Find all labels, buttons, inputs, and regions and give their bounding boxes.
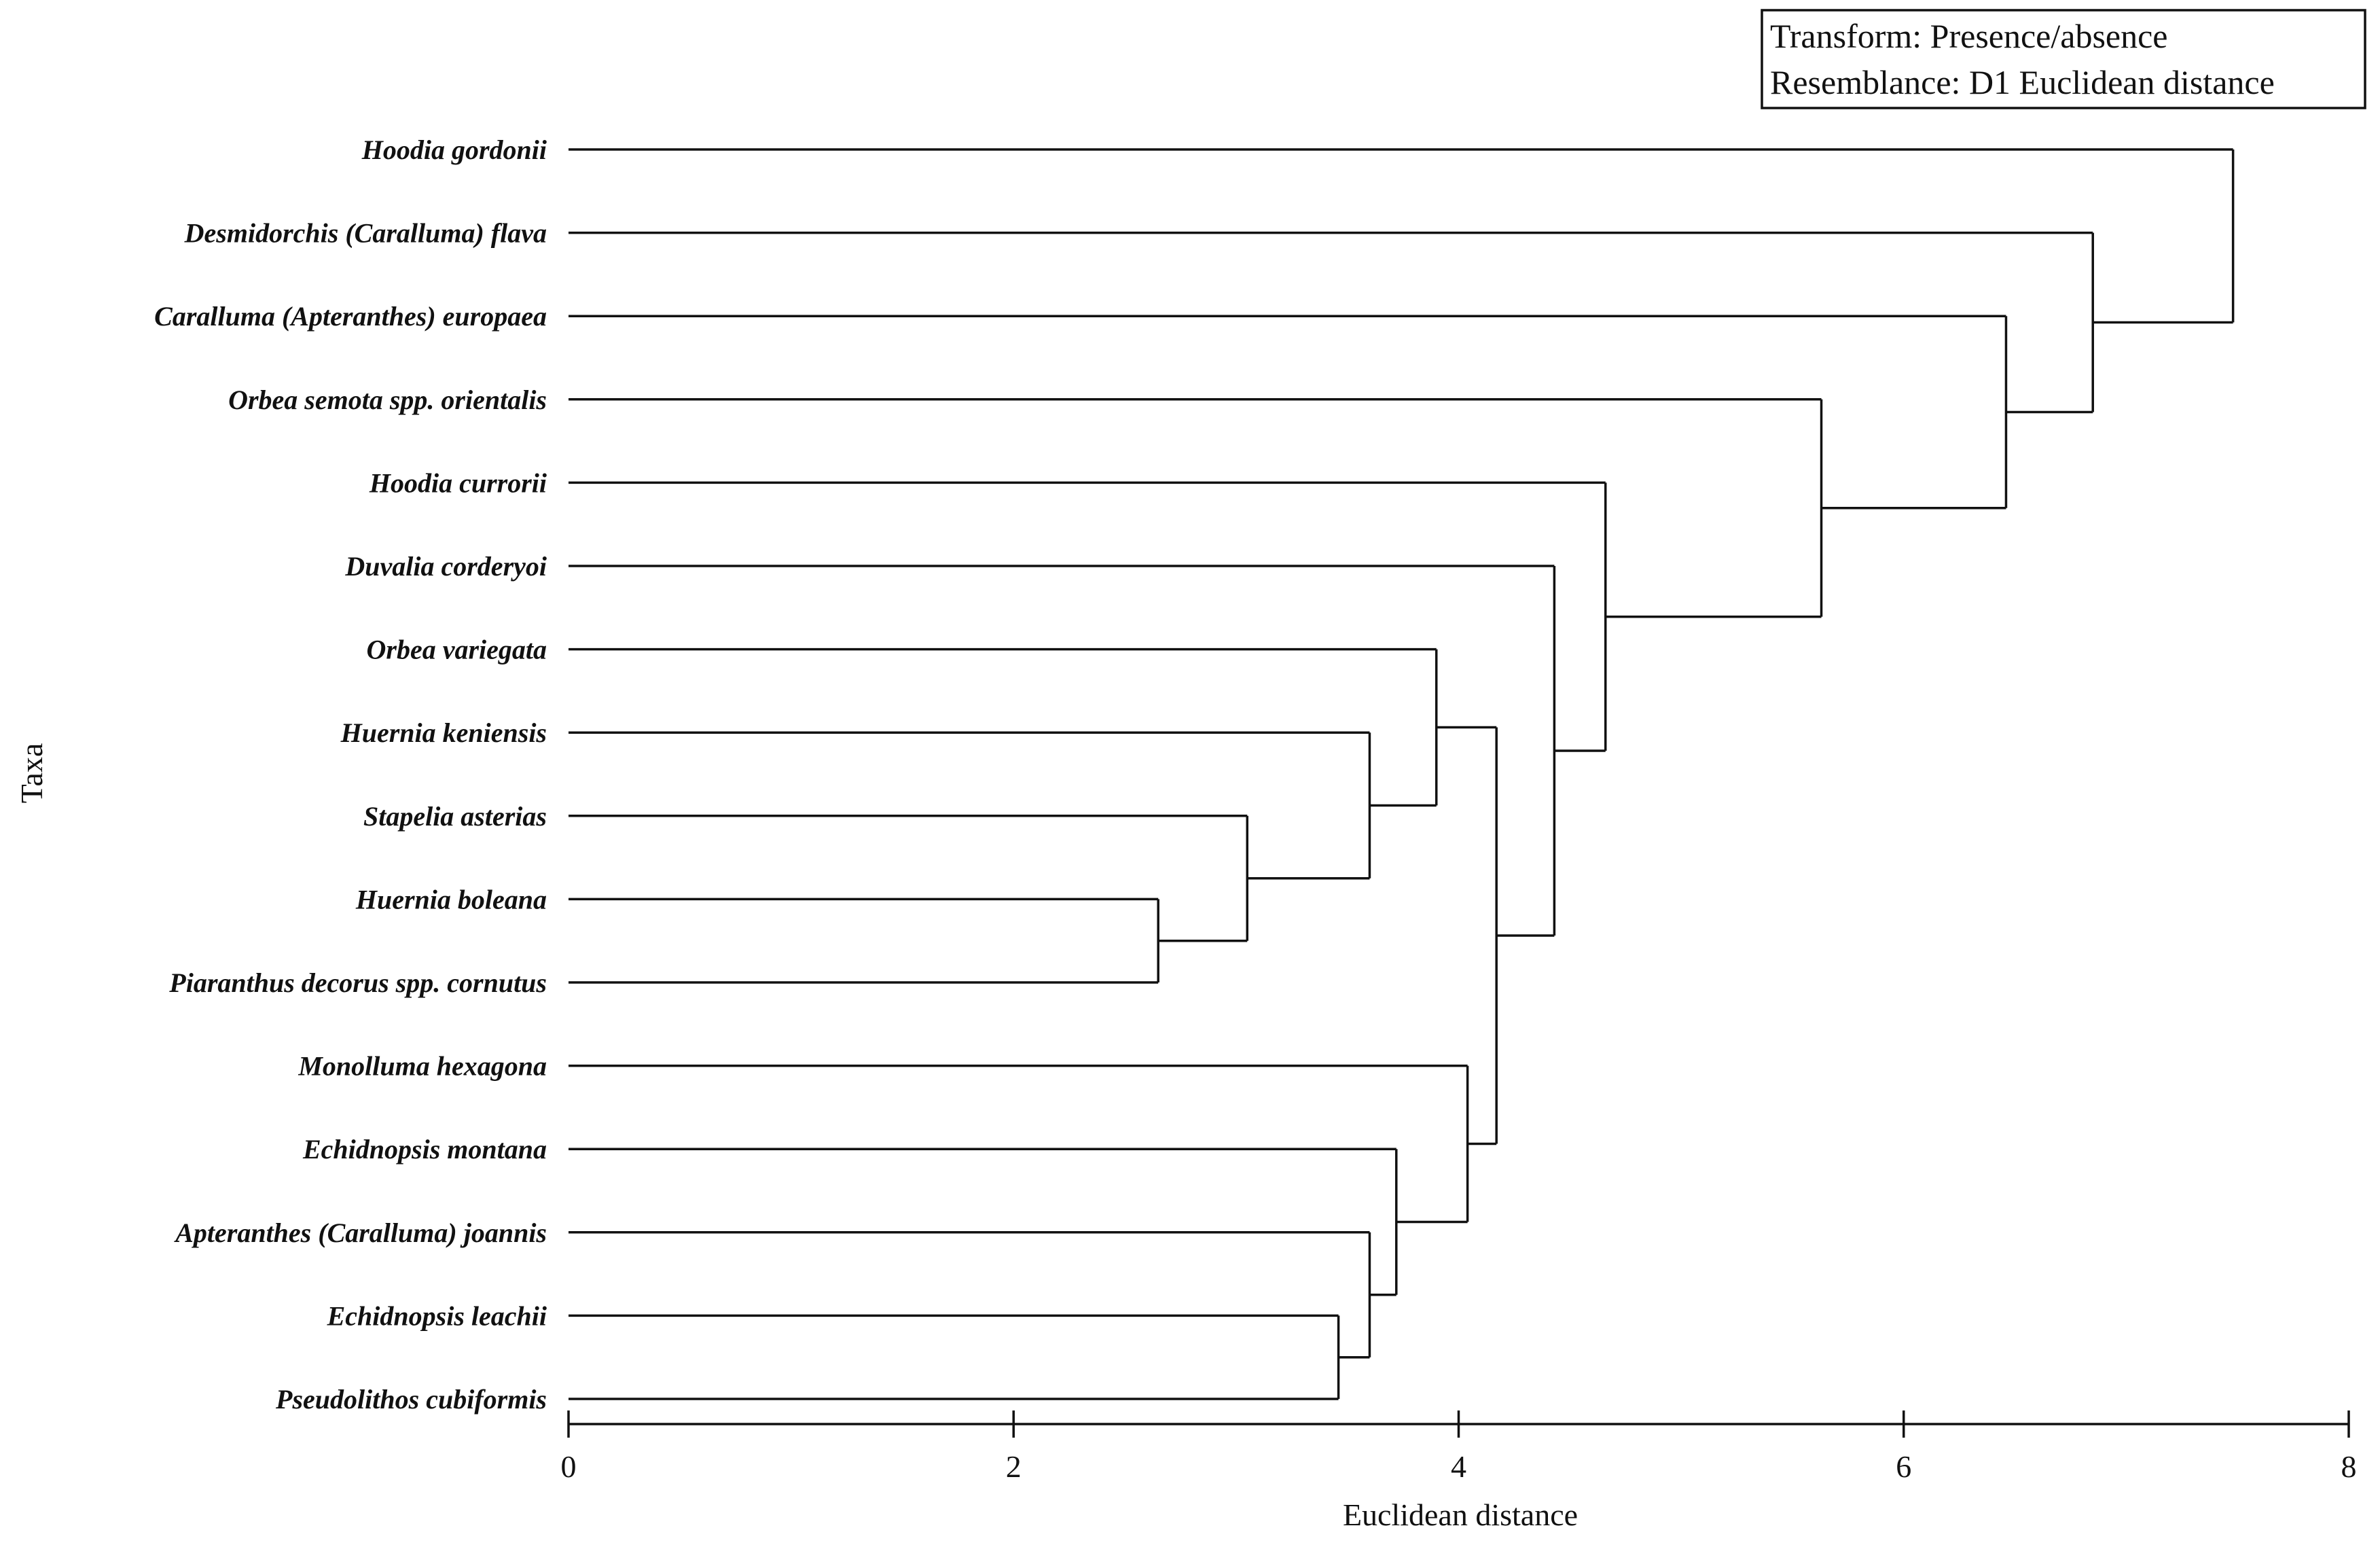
dendrogram-branch-13 bbox=[569, 231, 2094, 414]
x-tick-label: 0 bbox=[561, 1449, 577, 1484]
x-tick-label: 6 bbox=[1896, 1449, 1911, 1484]
dendrogram-branch-3 bbox=[569, 647, 1438, 807]
x-tick-label: 8 bbox=[2341, 1449, 2357, 1484]
dendrogram-branch-2 bbox=[569, 731, 1371, 880]
dendrogram-branch-7 bbox=[569, 1064, 1469, 1224]
taxon-label: Monolluma hexagona bbox=[298, 1051, 547, 1082]
dendrogram-branch-6 bbox=[569, 1148, 1398, 1296]
dendrogram-branch-14 bbox=[569, 148, 2235, 324]
dendrogram-branch-12 bbox=[569, 315, 2008, 510]
taxon-label: Stapelia asterias bbox=[363, 801, 547, 832]
x-tick-label: 2 bbox=[1006, 1449, 1022, 1484]
taxon-label: Huernia keniensis bbox=[340, 717, 547, 748]
taxon-label: Duvalia corderyoi bbox=[344, 551, 547, 582]
legend-box bbox=[1761, 9, 2366, 109]
dendrogram-branch-1 bbox=[569, 815, 1249, 942]
taxon-label: Orbea semota spp. orientalis bbox=[228, 385, 547, 415]
legend-transform-text: Transform: Presence/absence bbox=[1770, 17, 2167, 55]
taxon-label: Apteranthes (Caralluma) joannis bbox=[173, 1218, 547, 1248]
x-axis-title: Euclidean distance bbox=[1343, 1497, 1578, 1532]
y-axis-title: Taxa bbox=[14, 743, 49, 804]
dendrogram-branches bbox=[569, 148, 2235, 1400]
taxon-label: Hoodia currorii bbox=[369, 467, 547, 498]
dendrogram-branch-4 bbox=[569, 1314, 1340, 1400]
x-axis: 0 2 4 6 8 bbox=[561, 1410, 2357, 1484]
dendrogram-branch-9 bbox=[569, 565, 1556, 937]
dendrogram-branch-10 bbox=[569, 481, 1607, 752]
dendrogram-branch-5 bbox=[569, 1231, 1371, 1359]
taxon-label: Piaranthus decorus spp. cornutus bbox=[168, 967, 547, 998]
legend: Transform: Presence/absence Resemblance:… bbox=[1761, 9, 2366, 109]
taxon-label: Echidnopsis montana bbox=[302, 1134, 547, 1165]
taxa-labels: Hoodia gordonii Desmidorchis (Caralluma) … bbox=[154, 135, 547, 1415]
taxon-label: Caralluma (Apteranthes) europaea bbox=[154, 301, 547, 332]
taxon-label: Echidnopsis leachii bbox=[327, 1300, 547, 1331]
taxon-label: Hoodia gordonii bbox=[361, 135, 547, 165]
taxon-label: Desmidorchis (Caralluma) flava bbox=[184, 218, 547, 249]
taxon-label: Orbea variegata bbox=[366, 635, 547, 665]
taxon-label: Huernia boleana bbox=[355, 884, 547, 914]
legend-resemblance-text: Resemblance: D1 Euclidean distance bbox=[1770, 63, 2275, 101]
x-tick-label: 4 bbox=[1451, 1449, 1466, 1484]
dendrogram-branch-0 bbox=[569, 898, 1159, 984]
dendrogram-branch-11 bbox=[569, 398, 1823, 618]
taxon-label: Pseudolithos cubiformis bbox=[275, 1384, 547, 1415]
